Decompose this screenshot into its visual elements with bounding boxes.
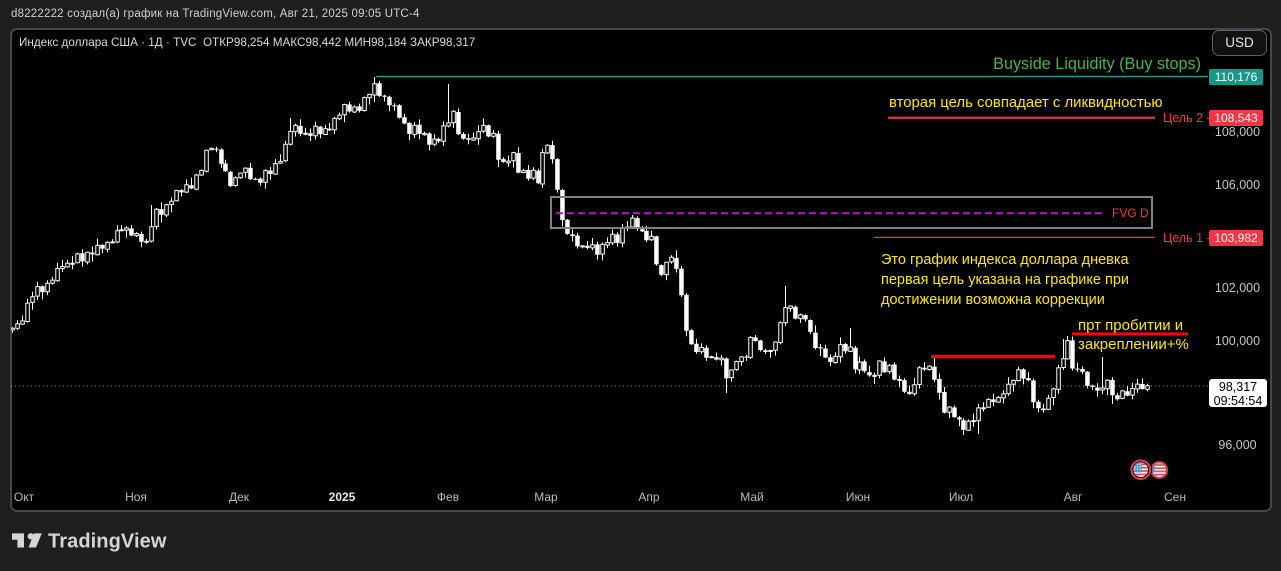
svg-text:TradingView: TradingView xyxy=(48,531,167,553)
